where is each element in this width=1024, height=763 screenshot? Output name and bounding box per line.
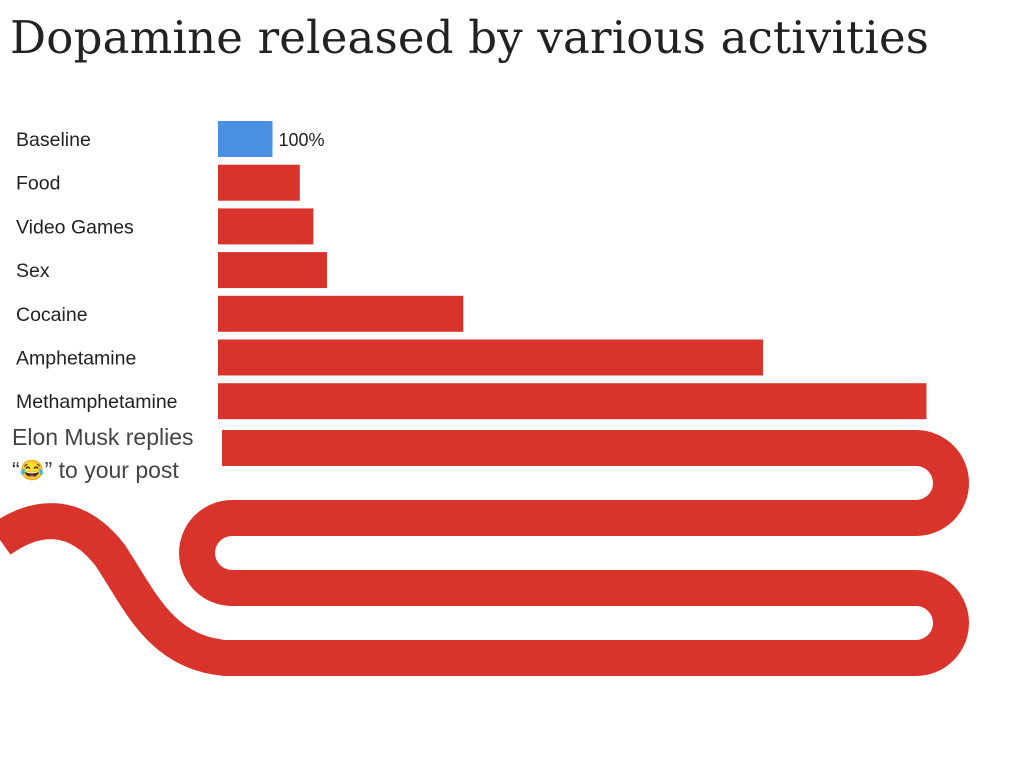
meme-serpentine-bar — [0, 430, 969, 676]
meme-label-quote-open: “ — [12, 457, 20, 483]
meme-bar-label: Elon Musk replies “😂” to your post — [12, 421, 212, 488]
bar-sex — [218, 252, 327, 289]
chart-title: Dopamine released by various activities — [10, 11, 930, 64]
category-label: Methamphetamine — [16, 391, 178, 413]
bar-video-games — [218, 208, 314, 245]
bar-amphetamine — [218, 339, 763, 376]
bar-food — [218, 164, 300, 201]
category-label: Baseline — [16, 129, 91, 151]
data-label: 100% — [279, 130, 325, 150]
category-label: Cocaine — [16, 304, 88, 326]
bars-layer: Baseline 100% Food Video Games Sex Cocaine Amp… — [16, 121, 927, 420]
meme-label-line2-rest: ” to your post — [44, 457, 179, 483]
bar-cocaine — [218, 295, 464, 332]
meme-label-line1: Elon Musk replies — [12, 424, 194, 450]
laughing-face-emoji-icon: 😂 — [19, 460, 45, 482]
meme-bar-start-mask — [200, 430, 222, 466]
category-label: Amphetamine — [16, 348, 136, 370]
category-label: Sex — [16, 260, 50, 282]
category-label: Video Games — [16, 216, 134, 238]
bar-baseline — [218, 121, 273, 157]
bar-methamphetamine — [218, 383, 927, 420]
category-label: Food — [16, 173, 60, 195]
